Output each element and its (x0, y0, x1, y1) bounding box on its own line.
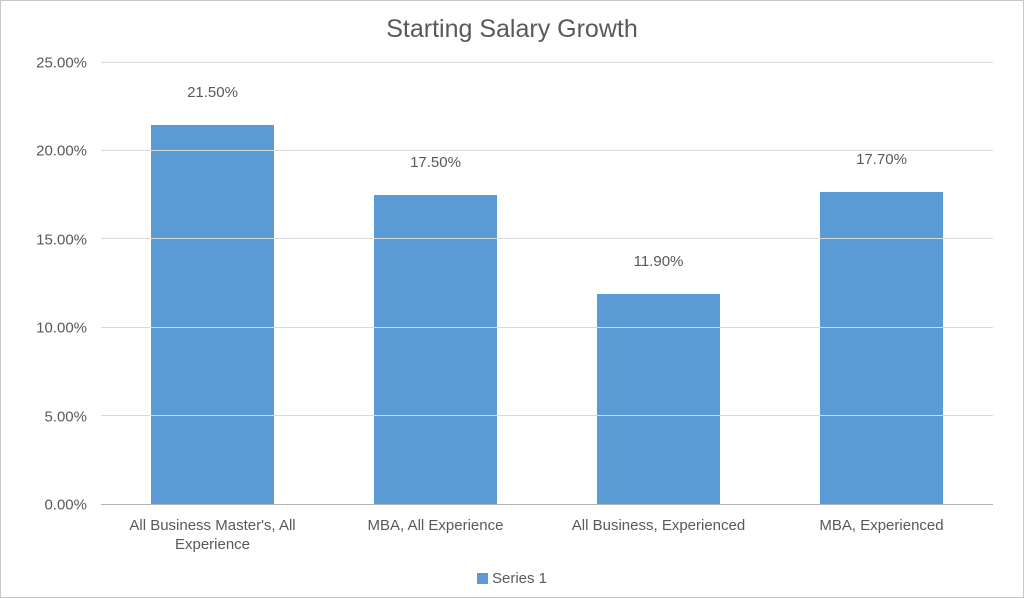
y-tick-label: 5.00% (44, 408, 87, 425)
y-tick-label: 0.00% (44, 497, 87, 514)
chart-legend: Series 1 (1, 570, 1023, 587)
plot-region: 21.50% 17.50% 11.90% 17.70% (101, 63, 993, 505)
bar (597, 294, 720, 504)
grid-line (101, 150, 993, 151)
y-tick-label: 10.00% (36, 320, 87, 337)
y-axis: 0.00%5.00%10.00%15.00%20.00%25.00% (31, 63, 93, 505)
plot-area: 0.00%5.00%10.00%15.00%20.00%25.00% 21.50… (31, 63, 993, 505)
bar-slot: 17.50% (324, 63, 547, 504)
chart-container: Starting Salary Growth 0.00% 5.00% 10.00% 1… (0, 0, 1024, 598)
grid-line (101, 62, 993, 63)
x-tick-label: All Business Master's, All Experience (101, 511, 324, 555)
y-tick-label: 20.00% (36, 143, 87, 160)
x-axis-labels: All Business Master's, All ExperienceMBA… (101, 511, 993, 555)
x-tick-label: All Business, Experienced (547, 511, 770, 555)
x-tick-label: MBA, All Experience (324, 511, 547, 555)
bar-slot: 21.50% (101, 63, 324, 504)
bar-label-anchor: 11.90% (547, 277, 770, 294)
legend-swatch (477, 573, 488, 584)
y-tick-label: 25.00% (36, 55, 87, 72)
grid-line (101, 327, 993, 328)
bar-value-label: 17.50% (324, 154, 547, 171)
grid-line (101, 238, 993, 239)
bars-group: 21.50% 17.50% 11.90% 17.70% (101, 63, 993, 504)
x-tick-label: MBA, Experienced (770, 511, 993, 555)
bar-value-label: 21.50% (101, 84, 324, 101)
bar-label-anchor: 17.70% (770, 175, 993, 192)
legend-series-label: Series 1 (492, 570, 547, 587)
bar (151, 125, 274, 504)
bar-label-anchor: 21.50% (101, 108, 324, 125)
bar-label-anchor: 17.50% (324, 178, 547, 195)
y-tick-label: 15.00% (36, 231, 87, 248)
bar-value-label: 11.90% (547, 253, 770, 270)
bar (374, 195, 497, 504)
bar-value-label: 17.70% (770, 151, 993, 168)
bar-slot: 11.90% (547, 63, 770, 504)
bar-slot: 17.70% (770, 63, 993, 504)
chart-title: Starting Salary Growth (1, 1, 1023, 48)
grid-line (101, 415, 993, 416)
